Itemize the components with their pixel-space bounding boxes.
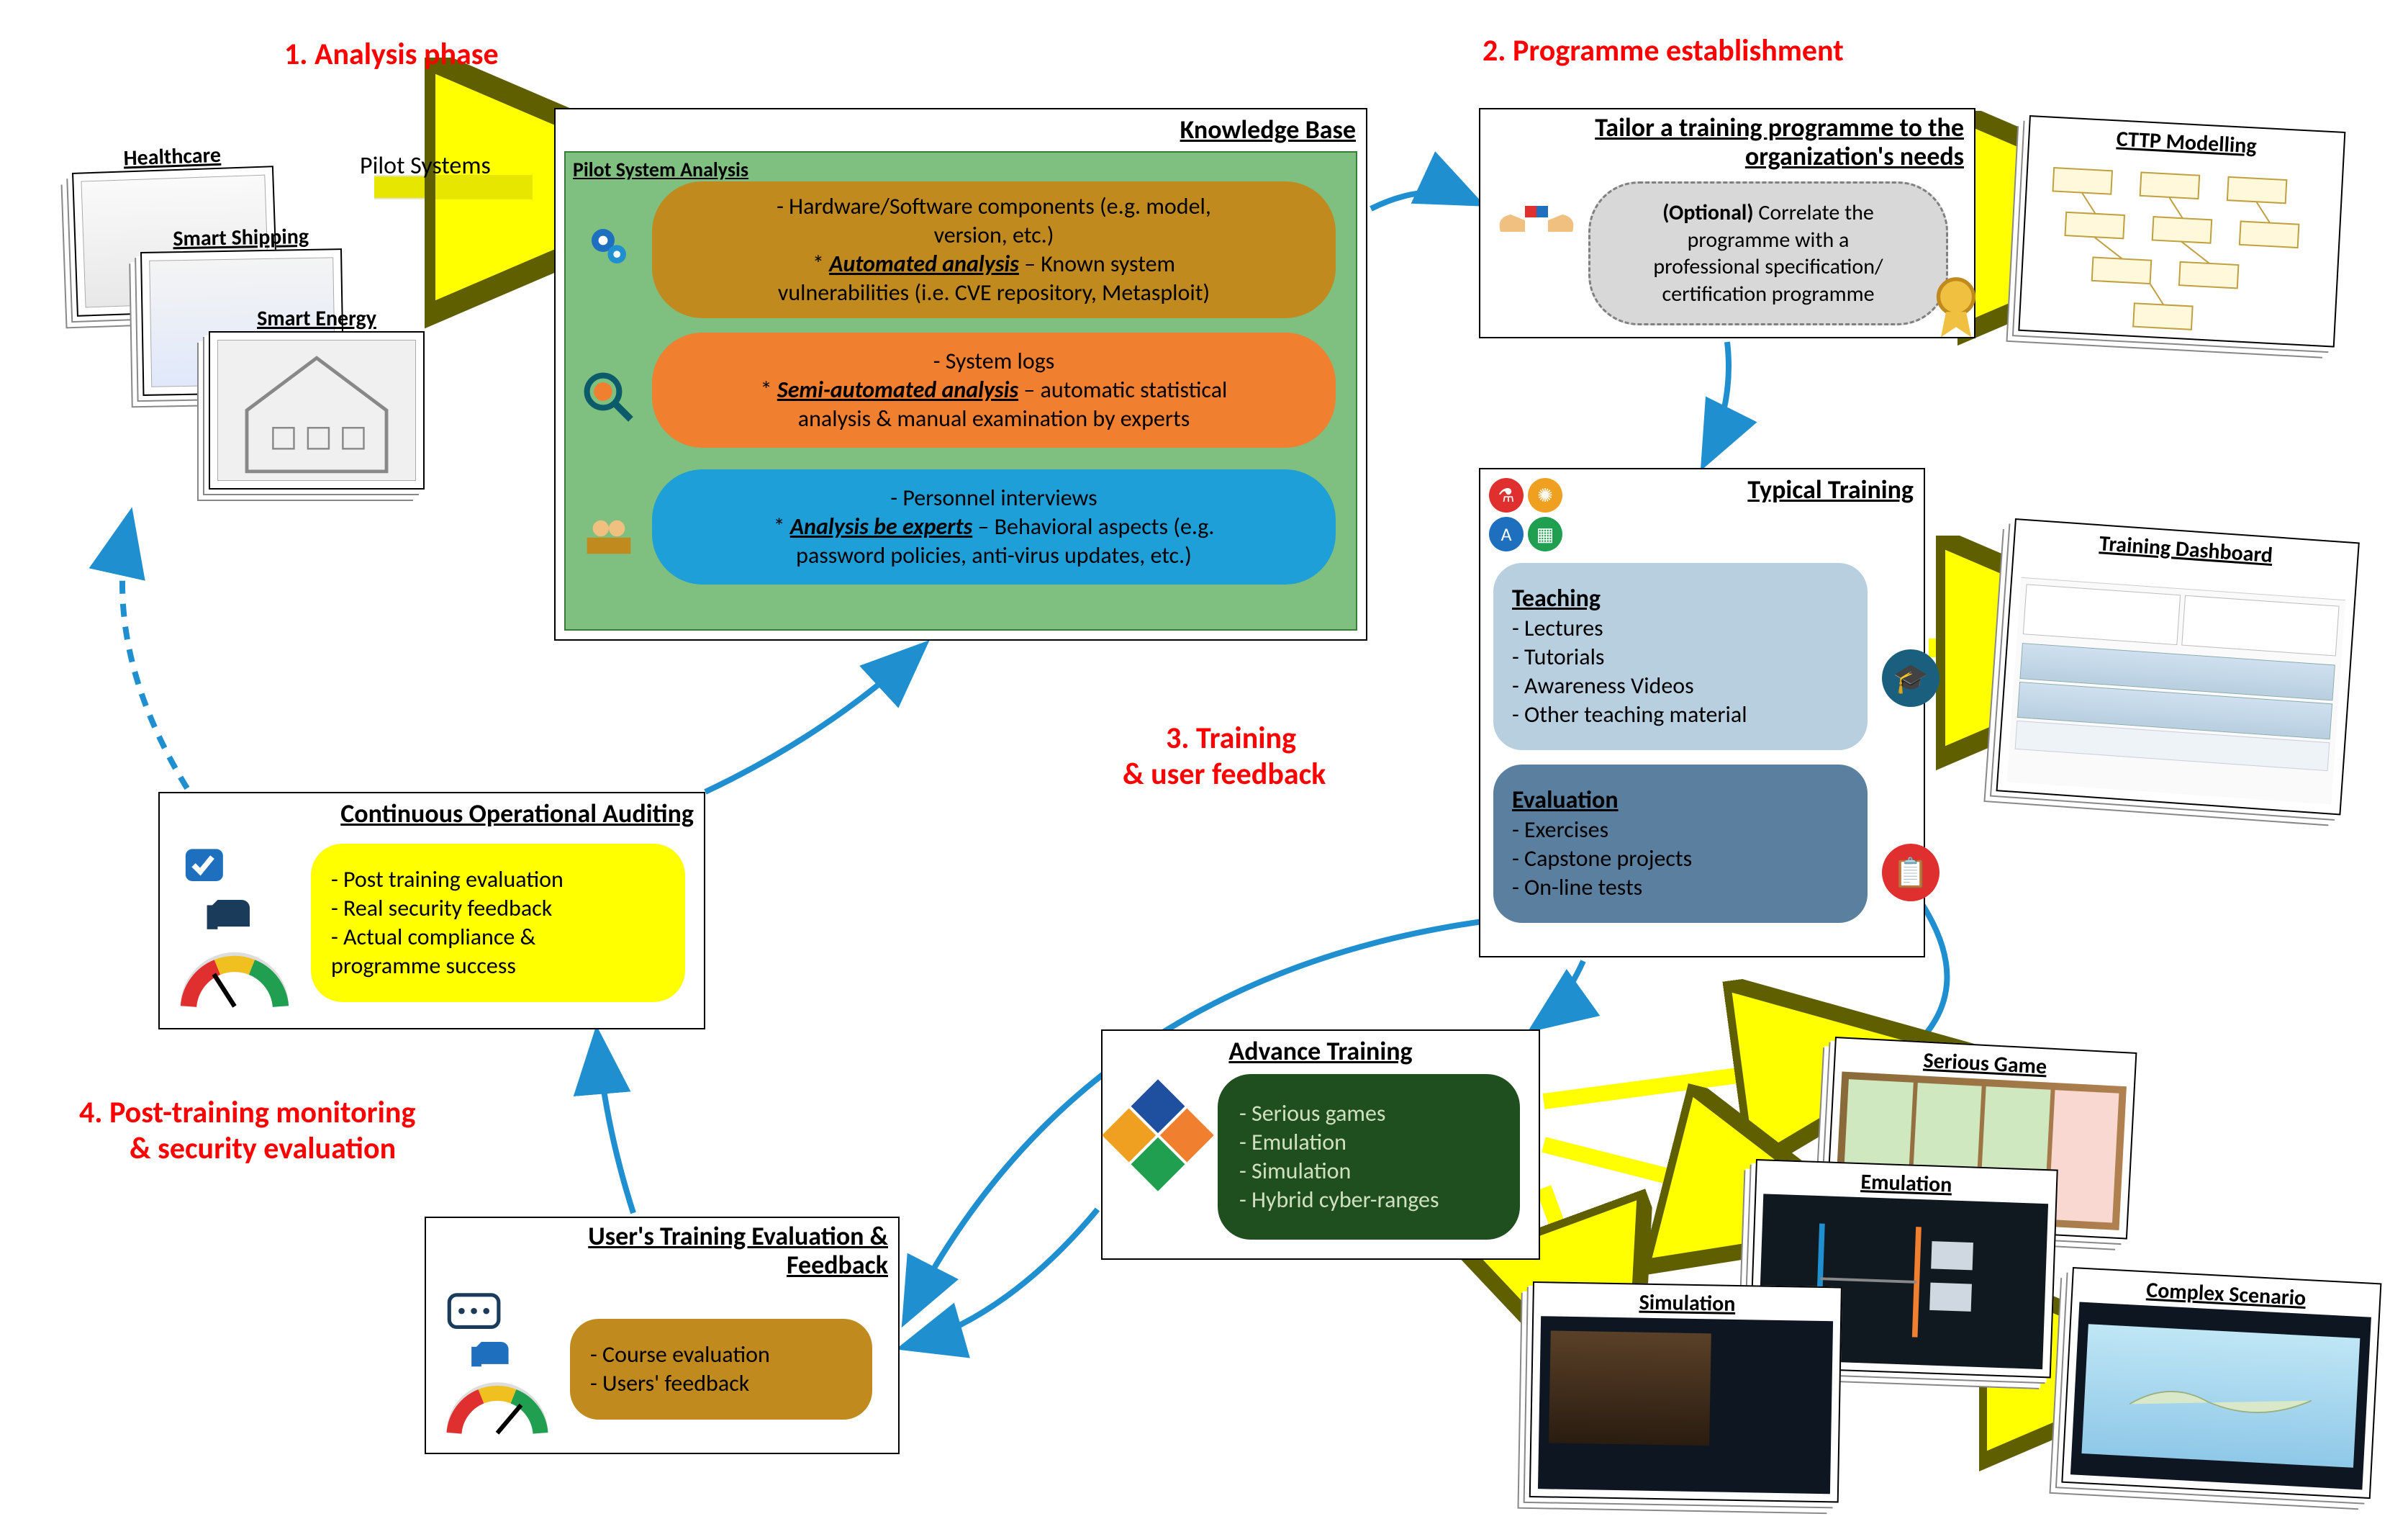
letter-icon: A: [1489, 517, 1524, 551]
phase-2-label: 2. Programme establishment: [1483, 32, 1844, 69]
advance-list: - Serious games - Emulation - Simulation…: [1218, 1074, 1520, 1240]
kb-item-semiauto: - System logs * Semi-automated analysis …: [652, 333, 1336, 448]
pilot-card-energy: Smart Energy: [209, 331, 425, 490]
phase-4-label-b: & security evaluation: [130, 1130, 396, 1167]
training-dashboard-card: Training Dashboard: [1996, 518, 2359, 816]
people-icon: [580, 505, 638, 567]
gauge-icon: [177, 944, 292, 1020]
graduation-icon: 🎓: [1882, 649, 1939, 707]
pilot-card-label: Smart Shipping: [141, 218, 340, 257]
calc-icon: ▦: [1528, 517, 1562, 551]
cont-audit-box: Continuous Operational Auditing - Post t…: [158, 792, 705, 1029]
knowledge-base-box: Knowledge Base Pilot System Analysis - H…: [554, 108, 1367, 641]
phase-1-label: 1. Analysis phase: [284, 36, 499, 73]
tailor-optional-pill: (Optional) Correlate the programme with …: [1588, 181, 1948, 325]
cttp-card: CTTP Modelling: [2018, 115, 2345, 348]
flask-icon: ⚗: [1489, 478, 1524, 513]
user-eval-list: - Course evaluation - Users' feedback: [570, 1319, 872, 1420]
tailor-box: Tailor a training programme to the organ…: [1479, 108, 1975, 338]
cont-audit-title: Continuous Operational Auditing: [160, 793, 704, 831]
gauge-icon: [443, 1376, 551, 1445]
sun-icon: ✺: [1528, 478, 1562, 513]
ribbon-icon: [1931, 276, 1981, 344]
typical-teaching-panel: Teaching - Lectures - Tutorials - Awaren…: [1493, 563, 1868, 750]
kb-title: Knowledge Base: [556, 109, 1366, 147]
pilot-arrow-label: Pilot Systems: [360, 151, 491, 181]
typical-training-box: Typical Training ⚗ ✺ A ▦ Teaching - Lect…: [1479, 468, 1925, 957]
clipboard-icon: 📋: [1882, 844, 1939, 901]
tailor-title-b: organization's needs: [1745, 140, 1964, 172]
map-mini-icon: [2081, 1324, 2360, 1468]
phase-3-label-a: 3. Training: [1166, 720, 1296, 757]
kb-item-experts: - Personnel interviews * Analysis be exp…: [652, 469, 1336, 585]
cont-audit-list: - Post training evaluation - Real securi…: [311, 844, 685, 1002]
user-eval-box: User's Training Evaluation & Feedback - …: [425, 1217, 900, 1454]
gear-icon: [580, 217, 638, 279]
diamond-icon: [1102, 1079, 1214, 1191]
magnifier-icon: [580, 369, 638, 430]
pilot-card-label: Healthcare: [73, 135, 273, 178]
advance-training-box: Advance Training - Serious games - Emula…: [1101, 1029, 1540, 1260]
typical-evaluation-panel: Evaluation - Exercises - Capstone projec…: [1493, 765, 1868, 923]
advance-title: Advance Training: [1103, 1031, 1539, 1068]
kb-item-automated: - Hardware/Software components (e.g. mod…: [652, 181, 1336, 318]
pilot-card-label: Smart Energy: [210, 301, 423, 336]
house-icon: [218, 341, 415, 480]
hands-puzzle-icon: [1493, 189, 1580, 257]
cttp-mini-diagram: [2020, 152, 2343, 343]
check-thumb-icon: [177, 844, 285, 941]
typical-corner-icons: ⚗ ✺ A ▦: [1489, 478, 1562, 551]
tailor-title-a: Tailor a training programme to the: [1595, 112, 1964, 143]
chat-thumb-icon: [443, 1290, 544, 1380]
simulation-card: Simulation: [1529, 1281, 1842, 1502]
phase-4-label-a: 4. Post-training monitoring: [79, 1094, 415, 1131]
phase-3-label-b: & user feedback: [1123, 756, 1326, 793]
complex-scenario-card: Complex Scenario: [2061, 1267, 2381, 1499]
